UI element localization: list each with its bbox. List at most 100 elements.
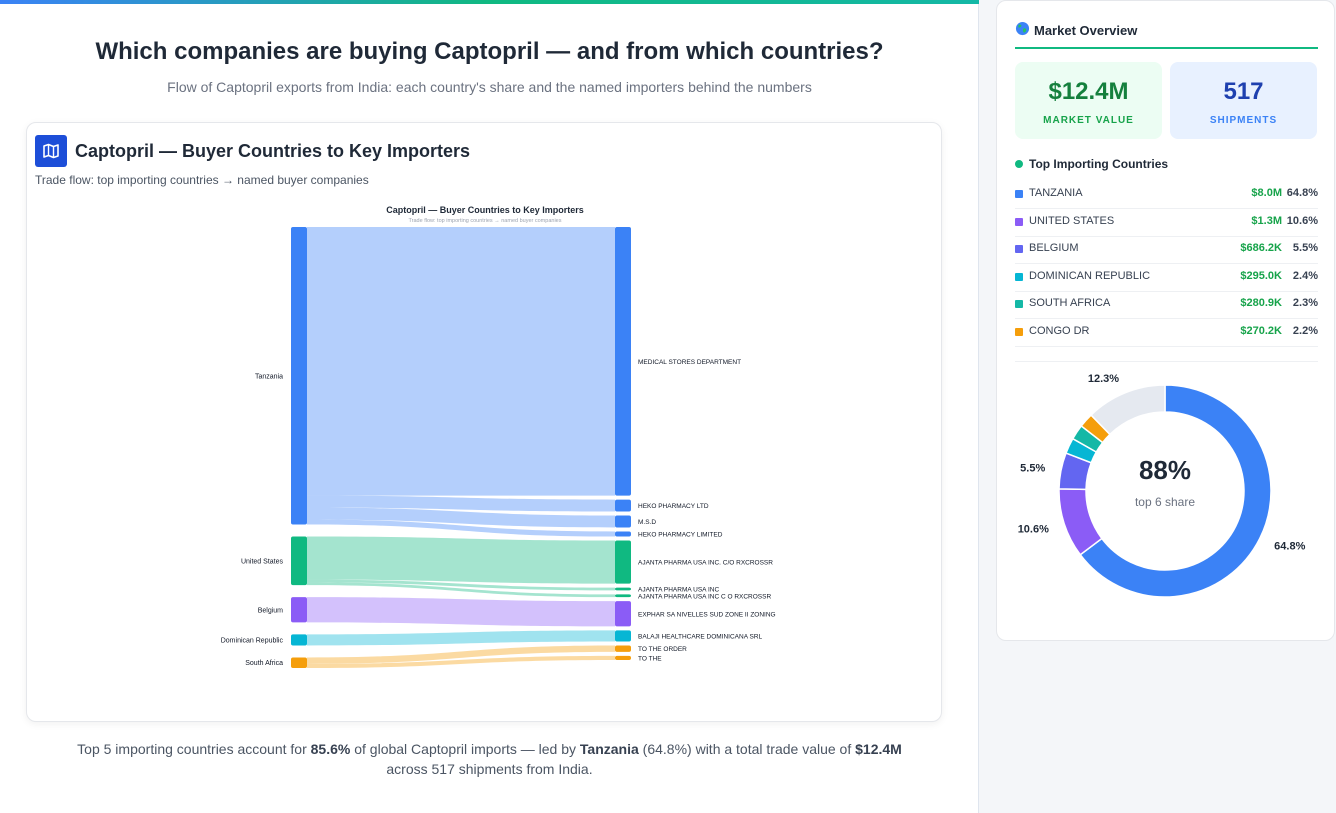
donut-center-label: top 6 share [1135, 495, 1195, 509]
country-name: DOMINICAN REPUBLIC [1029, 269, 1151, 282]
sankey-target-node-ajanta-pharma-usa-inc-c-o-rxcrossr [615, 594, 631, 598]
map-icon [35, 135, 67, 167]
sankey-chart: Captopril — Buyer Countries to Key Impor… [221, 205, 776, 668]
country-share: 2.4% [1292, 269, 1318, 282]
sankey-target-label: M.S.D [638, 519, 656, 526]
sankey-link-tanzania-heko-pharmacy-ltd [307, 495, 615, 512]
chart-card: Captopril — Buyer Countries to Key Impor… [26, 122, 942, 722]
sankey-source-label: Dominican Republic [221, 637, 284, 644]
sankey-link-tanzania-medical-stores-department [307, 227, 615, 496]
color-swatch [1015, 245, 1023, 254]
top-countries-label: Top Importing Countries [1029, 157, 1169, 171]
chart-card-title: Captopril — Buyer Countries to Key Impor… [75, 141, 471, 161]
country-row: CONGO DR $270.2K 2.2% [1015, 320, 1318, 347]
sankey-source-node-dominican-republic [291, 634, 307, 646]
market-overview-label: Market Overview [1034, 22, 1138, 38]
shipments-card: 517 SHIPMENTS [1170, 62, 1317, 139]
country-name: SOUTH AFRICA [1029, 297, 1111, 310]
donut-slice-tanzania [1079, 384, 1272, 598]
country-name: CONGO DR [1029, 325, 1090, 337]
sankey-target-label: TO THE ORDER [638, 646, 687, 653]
country-name: TANZANIA [1029, 187, 1083, 199]
top-countries-title: Top Importing Countries [1015, 157, 1168, 171]
country-name: UNITED STATES [1029, 214, 1115, 227]
country-value: $1.3M [1251, 214, 1282, 227]
summary-part: of global Captopril imports — led by [350, 741, 580, 757]
sankey-source-node-belgium [291, 597, 307, 623]
country-share: 5.5% [1292, 242, 1318, 255]
sankey-target-label: HEKO PHARMACY LIMITED [638, 531, 723, 538]
color-swatch [1015, 328, 1023, 336]
divider [1015, 361, 1318, 362]
donut-slice-other [1089, 384, 1166, 436]
country-value: $280.9K [1240, 297, 1282, 310]
country-share: 64.8% [1286, 187, 1318, 199]
market-value: $12.4M [1048, 78, 1129, 105]
market-overview-panel: Market Overview $12.4M MARKET VALUE 517 … [996, 0, 1335, 641]
sankey-target-label: AJANTA PHARMA USA INC C O RXCROSSR [638, 593, 771, 600]
sankey-link-united-states-ajanta-pharma-usa-inc [307, 579, 615, 591]
summary-total: $12.4M [855, 741, 902, 757]
sankey-source-node-united-states [291, 536, 307, 586]
sankey-target-node-ajanta-pharma-usa-inc-c-o-rxcrossr [615, 540, 631, 584]
sankey-link-united-states-ajanta-pharma-usa-inc-c-o-rxcrossr [307, 536, 615, 584]
color-swatch [1015, 272, 1023, 281]
market-overview-title: Market Overview [1015, 21, 1137, 39]
country-value: $686.2K [1240, 242, 1282, 255]
sankey-inner-title: Captopril — Buyer Countries to Key Impor… [386, 205, 584, 215]
sankey-link-tanzania-heko-pharmacy-limited [307, 519, 615, 537]
color-swatch [1015, 190, 1023, 198]
country-row: BELGIUM $686.2K 5.5% [1015, 237, 1318, 265]
divider [1015, 47, 1318, 49]
page-title: Which companies are buying Captopril — a… [95, 38, 884, 65]
sankey-source-label: United States [241, 558, 284, 565]
country-row: UNITED STATES $1.3M 10.6% [1015, 210, 1318, 237]
sankey-link-tanzania-m-s-d [307, 507, 615, 528]
sankey-link-south-africa-to-the-order [307, 645, 615, 664]
sankey-target-label: HEKO PHARMACY LTD [638, 503, 709, 510]
summary-share: 85.6% [310, 741, 351, 757]
market-value-card: $12.4M MARKET VALUE [1015, 62, 1162, 139]
sankey-source-label: South Africa [245, 660, 283, 667]
sankey-source-label: Tanzania [255, 373, 283, 380]
country-row: SOUTH AFRICA $280.9K 2.3% [1015, 292, 1318, 320]
country-value: $8.0M [1251, 187, 1282, 199]
country-share: 2.2% [1292, 325, 1318, 337]
share-donut-chart: 64.8% 10.6% 5.5% 12.3% 88% top 6 share [1018, 373, 1306, 598]
summary-part: (64.8%) with a total trade value of [638, 741, 856, 757]
color-swatch [1015, 300, 1023, 309]
summary-part: Top 5 importing countries account for [77, 741, 311, 757]
country-share: 2.3% [1292, 297, 1318, 310]
sankey-link-belgium-exphar-sa-nivelles-sud-zone-ii-zoning [307, 597, 615, 627]
sankey-target-node-medical-stores-department [615, 227, 631, 496]
sankey-source-node-tanzania [291, 227, 307, 525]
country-row: TANZANIA $8.0M 64.8% [1015, 182, 1318, 209]
sankey-link-united-states-ajanta-pharma-usa-inc-c-o-rxcrossr [307, 582, 615, 598]
page-subtitle: Flow of Captopril exports from India: ea… [167, 79, 812, 95]
donut-slice-label: 5.5% [1020, 463, 1045, 475]
shipments-value: 517 [1223, 78, 1264, 105]
sankey-inner-subtitle: Trade flow: top importing countries → na… [409, 218, 562, 224]
sankey-source-label: Belgium [258, 607, 283, 614]
globe-icon [1015, 21, 1030, 39]
color-swatch [1015, 217, 1023, 226]
sankey-target-label: AJANTA PHARMA USA INC [638, 587, 719, 594]
sankey-target-node-balaji-healthcare-dominicana-srl [615, 630, 631, 642]
main-panel: Which companies are buying Captopril — a… [0, 0, 979, 813]
donut-slice-label: 64.8% [1274, 540, 1305, 552]
donut-slice-label: 10.6% [1018, 523, 1049, 535]
sankey-source-node-south-africa [291, 657, 307, 668]
market-value-label: MARKET VALUE [1043, 115, 1134, 126]
chart-card-subtitle: Trade flow: top importing countries → na… [35, 173, 369, 187]
sankey-target-node-exphar-sa-nivelles-sud-zone-ii-zoning [615, 601, 631, 627]
sankey-target-label: AJANTA PHARMA USA INC. C/O RXCROSSR [638, 560, 773, 567]
top-accent-bar [0, 0, 979, 4]
sankey-target-node-heko-pharmacy-limited [615, 531, 631, 537]
bullet-dot [1015, 160, 1023, 168]
sankey-target-node-m-s-d [615, 515, 631, 528]
sankey-target-label: EXPHAR SA NIVELLES SUD ZONE II ZONING [638, 611, 776, 618]
sankey-target-node-to-the-order [615, 645, 631, 652]
sankey-target-label: TO THE [638, 655, 662, 662]
sankey-target-node-ajanta-pharma-usa-inc [615, 587, 631, 591]
country-row: DOMINICAN REPUBLIC $295.0K 2.4% [1015, 265, 1318, 292]
